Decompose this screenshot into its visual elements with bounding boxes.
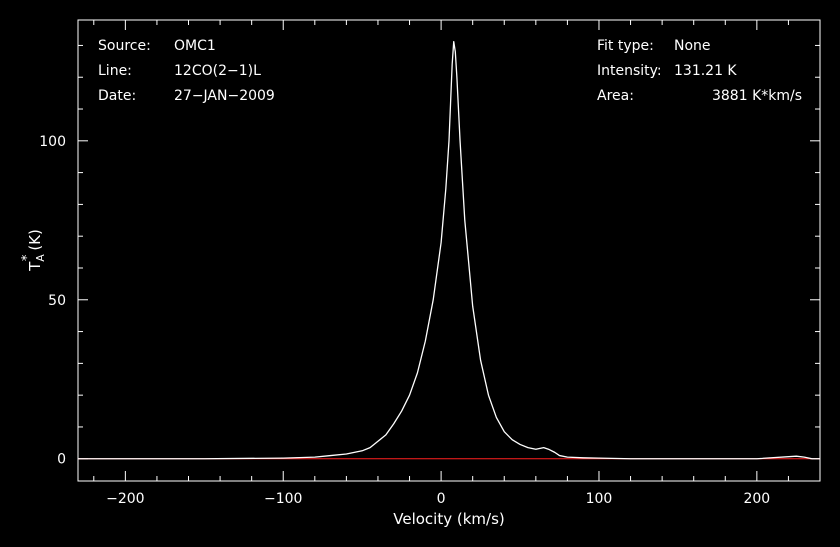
y-tick-label: 100 <box>39 134 66 150</box>
info-line-label: Line: <box>98 63 132 79</box>
y-axis-title: TA* (K) <box>20 229 47 272</box>
y-axis-title-sub: A <box>34 254 47 262</box>
axis-ticks <box>78 20 821 481</box>
info-area-label: Area: <box>597 88 634 104</box>
series-line-spectrum <box>78 40 820 460</box>
info-date-value: 27−JAN−2009 <box>174 88 275 104</box>
x-tick-label: 0 <box>437 491 446 507</box>
info-area-value: 3881 K*km/s <box>712 88 802 104</box>
info-date-label: Date: <box>98 88 136 104</box>
info-intensity-label: Intensity: <box>597 63 662 79</box>
info-source-value: OMC1 <box>174 38 216 54</box>
y-axis-title-main: T <box>26 261 44 272</box>
x-tick-label: −100 <box>264 491 302 507</box>
y-axis-title-unit: (K) <box>26 229 44 251</box>
info-fit-type-label: Fit type: <box>597 38 654 54</box>
y-axis-title-sup: * <box>20 254 35 261</box>
plot-frame <box>77 19 821 482</box>
info-fit-type-value: None <box>674 38 711 54</box>
x-axis-title: Velocity (km/s) <box>393 510 504 528</box>
info-source-label: Source: <box>98 38 151 54</box>
info-block-left: Source: OMC1 Line: 12CO(2−1)L Date: 27−J… <box>98 38 275 104</box>
info-line-value: 12CO(2−1)L <box>174 63 261 79</box>
x-tick-label: 100 <box>586 491 613 507</box>
info-block-right: Fit type: None Intensity: 131.21 K Area:… <box>597 38 802 104</box>
y-tick-label: 50 <box>48 293 66 309</box>
x-tick-label: 200 <box>743 491 770 507</box>
y-tick-label: 0 <box>57 452 66 468</box>
info-intensity-value: 131.21 K <box>674 63 737 79</box>
tick-labels: −200 −100 0 100 200 0 50 100 <box>39 134 770 507</box>
x-tick-label: −200 <box>106 491 144 507</box>
